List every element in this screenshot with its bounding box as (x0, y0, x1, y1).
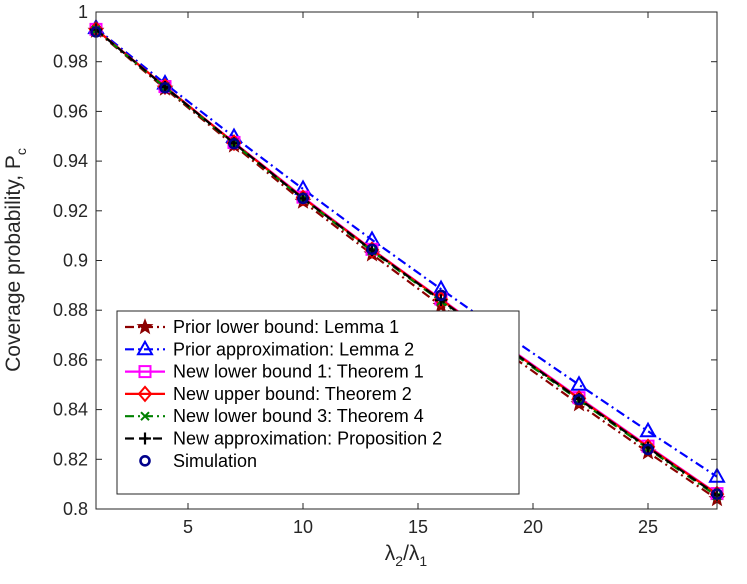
y-axis-title-sub: c (13, 148, 29, 155)
x-axis-title-slash: / (403, 542, 409, 565)
y-tick-label-2: 0.84 (53, 400, 88, 420)
x-tick-label-3: 20 (523, 517, 543, 537)
x-axis-title: λ2/λ1 (385, 542, 428, 569)
legend-label-1: Prior approximation: Lemma 2 (173, 339, 414, 359)
legend-marker-6 (139, 454, 151, 467)
legend-label-3: New upper bound: Theorem 2 (173, 384, 412, 404)
series-6-point-5 (435, 289, 447, 302)
y-tick-label-9: 0.98 (53, 52, 88, 72)
legend-item-1: Prior approximation: Lemma 2 (125, 339, 414, 359)
legend-label-5: New approximation: Proposition 2 (173, 429, 442, 449)
ticks-layer: 5 10 15 20 25 0.8 0.82 0.84 0.86 0.88 0.9 0.92 0.94 0… (53, 2, 717, 537)
legend-item-5: New approximation: Proposition 2 (125, 429, 442, 449)
y-tick-label-0: 0.8 (63, 499, 88, 519)
series-0-line (95, 29, 718, 500)
series-1-point-7 (570, 375, 588, 391)
x-tick-label-0: 5 (183, 517, 193, 537)
series-6-point-8 (642, 443, 654, 456)
y-tick-label-3: 0.86 (53, 350, 88, 370)
y-tick-label-1: 0.82 (53, 449, 88, 469)
series-6-point-7 (573, 393, 585, 406)
x-axis-title-sub1: 2 (395, 553, 403, 569)
y-tick-label-7: 0.94 (53, 151, 88, 171)
x-tick-label-1: 10 (293, 517, 313, 537)
legend-marker-5 (139, 432, 151, 445)
legend-label-6: Simulation (173, 451, 257, 471)
legend-item-3: New upper bound: Theorem 2 (125, 384, 412, 404)
legend-marker-0 (136, 318, 154, 335)
legend-marker-1 (136, 339, 154, 356)
y-tick-label-6: 0.92 (53, 201, 88, 221)
y-tick-label-10: 1 (78, 2, 88, 22)
y-tick-label-4: 0.88 (53, 300, 88, 320)
legend-item-6: Simulation (139, 451, 257, 471)
legend-marker-2 (138, 365, 152, 379)
x-axis-title-sym2: λ (409, 542, 420, 565)
x-axis-title-sym1: λ (385, 542, 396, 565)
legend-item-0: Prior lower bound: Lemma 1 (125, 317, 399, 337)
legend-label-0: Prior lower bound: Lemma 1 (173, 317, 399, 337)
legend-marker-4 (140, 411, 150, 421)
y-tick-label-8: 0.96 (53, 101, 88, 121)
series-6-point-3 (297, 192, 309, 205)
y-axis-title-main: Coverage probability, P (2, 155, 25, 372)
legend-label-4: New lower bound 3: Theorem 4 (173, 406, 424, 426)
y-axis-title: Coverage probability, Pc (2, 148, 29, 372)
legend-marker-3 (137, 385, 153, 403)
legend-item-2: New lower bound 1: Theorem 1 (125, 362, 424, 382)
legend-label-2: New lower bound 1: Theorem 1 (173, 362, 424, 382)
series-5-line (95, 28, 718, 496)
series-6-point-2 (228, 137, 240, 150)
legend-item-4: New lower bound 3: Theorem 4 (125, 406, 424, 426)
series-6-point-1 (159, 81, 171, 94)
x-tick-label-4: 25 (638, 517, 658, 537)
legend-box (116, 310, 520, 495)
x-tick-label-2: 15 (408, 517, 428, 537)
series-1-point-8 (639, 421, 657, 438)
y-tick-label-5: 0.9 (63, 251, 88, 271)
series-6-point-4 (366, 243, 378, 256)
x-axis-title-sub2: 1 (419, 553, 427, 569)
